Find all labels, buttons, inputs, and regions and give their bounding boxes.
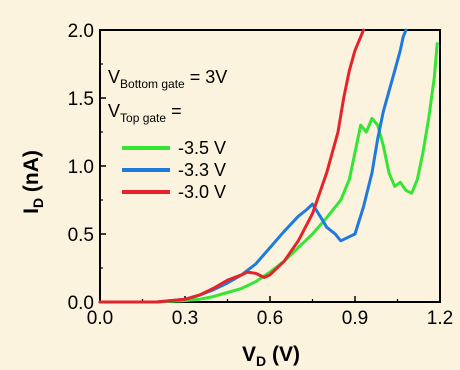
x-tick-label: 0.0 — [87, 308, 113, 329]
series-line-2 — [98, 28, 408, 304]
x-tick-label: 1.2 — [427, 308, 453, 329]
x-axis-title: VD (V) — [242, 343, 300, 369]
y-axis-title: ID (nA) — [20, 150, 46, 214]
x-tick-label: 0.6 — [257, 308, 283, 329]
legend-label-1: -3.5 V — [178, 138, 226, 158]
ticks: 0.0 0.3 0.6 0.9 1.2 0.0 0.5 1.0 1.5 2.0 — [68, 21, 454, 329]
legend: -3.5 V-3.3 V-3.0 V — [122, 138, 226, 202]
legend-label-2: -3.3 V — [178, 160, 226, 180]
y-tick-label: 1.0 — [68, 157, 94, 178]
y-tick-label: 2.0 — [68, 21, 94, 42]
series-lines — [98, 28, 439, 304]
series-line-3 — [98, 28, 365, 304]
y-tick-label: 0.5 — [68, 225, 94, 246]
y-tick-label: 1.5 — [68, 89, 94, 110]
series-line-1 — [98, 42, 439, 304]
annotation-top-gate: VTop gate = — [108, 101, 182, 125]
x-tick-label: 0.9 — [342, 308, 368, 329]
x-tick-label: 0.3 — [172, 308, 198, 329]
legend-label-3: -3.0 V — [178, 182, 226, 202]
annotation-bottom-gate: VBottom gate = 3V — [108, 67, 227, 91]
y-tick-label: 0.0 — [68, 293, 94, 314]
